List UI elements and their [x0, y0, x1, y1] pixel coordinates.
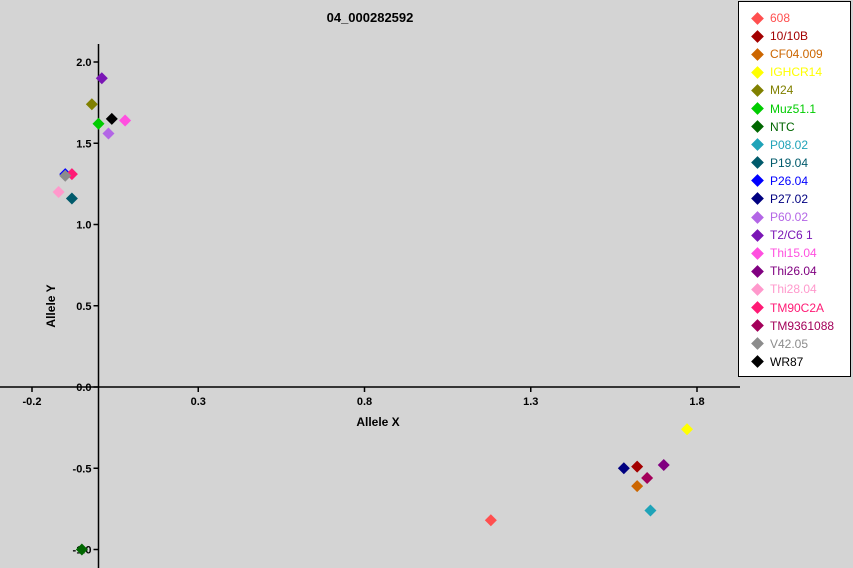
diamond-marker-icon — [751, 192, 764, 206]
legend-item: IGHCR14 — [739, 63, 850, 81]
data-point — [631, 480, 644, 493]
diamond-marker-icon — [751, 102, 764, 115]
data-point — [631, 460, 644, 473]
data-point — [681, 423, 694, 436]
legend-item: T2/C6 1 — [739, 226, 850, 244]
legend-label: P60.02 — [770, 210, 809, 225]
data-point — [484, 514, 497, 527]
legend-item: 608 — [739, 9, 850, 27]
legend-item: WR87 — [739, 353, 850, 371]
data-point — [119, 114, 132, 127]
legend-label: 608 — [770, 11, 791, 26]
data-point — [644, 504, 657, 517]
diamond-marker-icon — [751, 264, 764, 278]
diamond-marker-icon — [751, 138, 764, 152]
diamond-marker-icon — [751, 11, 764, 25]
x-tick-label: 1.8 — [689, 396, 704, 408]
data-point — [617, 462, 630, 475]
legend-label: 10/10B — [770, 29, 809, 44]
legend-item: TM9361088 — [739, 317, 850, 335]
data-point — [59, 169, 72, 182]
diamond-marker-icon — [751, 283, 764, 296]
chart-title: 04_000282592 — [327, 10, 414, 25]
diamond-marker-icon — [751, 301, 764, 314]
legend-item: P26.04 — [739, 172, 850, 190]
y-tick-label: 2.0 — [76, 57, 91, 69]
diamond-marker-icon — [751, 29, 764, 43]
legend-label: Thi15.04 — [770, 246, 817, 261]
legend-item: Thi28.04 — [739, 280, 850, 298]
legend-item: Thi15.04 — [739, 244, 850, 262]
legend-label: T2/C6 1 — [770, 228, 813, 243]
legend-label: IGHCR14 — [770, 65, 823, 80]
legend-label: M24 — [770, 83, 794, 98]
data-point — [52, 186, 65, 198]
y-tick-label: 1.0 — [76, 220, 91, 232]
legend-item: P27.02 — [739, 190, 850, 208]
legend-item: Muz51.1 — [739, 99, 850, 117]
legend-item: CF04.009 — [739, 45, 850, 63]
data-point — [657, 459, 670, 471]
legend-item: P60.02 — [739, 208, 850, 226]
diamond-marker-icon — [751, 65, 764, 79]
diamond-marker-icon — [751, 47, 764, 61]
legend: 608 10/10B CF04.009 IGHCR14 M24 Muz51.1 NTC P08… — [738, 1, 851, 377]
legend-label: P27.02 — [770, 191, 809, 206]
data-point — [65, 192, 78, 205]
legend-label: Thi28.04 — [770, 282, 817, 297]
legend-label: WR87 — [770, 354, 804, 369]
legend-label: NTC — [770, 119, 795, 134]
diamond-marker-icon — [751, 355, 764, 369]
x-axis-title: Allele X — [356, 415, 399, 429]
legend-label: Thi26.04 — [770, 264, 817, 279]
axes: -0.20.30.81.31.82.01.51.00.50.0-0.5-1.0 — [0, 44, 740, 568]
legend-label: Muz51.1 — [770, 101, 817, 116]
x-tick-label: 0.3 — [191, 396, 206, 408]
y-tick-label: 1.5 — [76, 138, 91, 150]
y-tick-label: 0.0 — [76, 382, 91, 394]
legend-item: Thi26.04 — [739, 262, 850, 280]
diamond-marker-icon — [751, 246, 764, 260]
legend-item: V42.05 — [739, 335, 850, 353]
data-point — [105, 112, 118, 125]
legend-item: 10/10B — [739, 27, 850, 45]
diamond-marker-icon — [751, 174, 764, 188]
diamond-marker-icon — [751, 319, 764, 333]
legend-label: P08.02 — [770, 137, 809, 152]
y-tick-label: -0.5 — [73, 463, 92, 475]
diamond-marker-icon — [751, 228, 764, 242]
diamond-marker-icon — [751, 120, 764, 133]
legend-item: NTC — [739, 118, 850, 136]
legend-item: P08.02 — [739, 136, 850, 154]
diamond-marker-icon — [751, 210, 764, 224]
diamond-marker-icon — [751, 337, 764, 351]
data-point — [95, 72, 108, 85]
legend-label: P19.04 — [770, 155, 809, 170]
x-tick-label: -0.2 — [23, 396, 42, 408]
data-point — [92, 117, 105, 130]
legend-item: P19.04 — [739, 154, 850, 172]
x-tick-label: 0.8 — [357, 396, 372, 408]
data-point — [75, 543, 88, 556]
y-tick-label: 0.5 — [76, 301, 91, 313]
legend-label: TM9361088 — [770, 318, 835, 333]
legend-label: TM90C2A — [770, 300, 825, 315]
legend-label: CF04.009 — [770, 47, 823, 62]
legend-label: P26.04 — [770, 173, 809, 188]
diamond-marker-icon — [751, 84, 764, 97]
x-tick-label: 1.3 — [523, 396, 538, 408]
legend-item: TM90C2A — [739, 299, 850, 317]
data-point — [85, 98, 98, 111]
data-points — [52, 72, 694, 556]
data-point — [102, 127, 115, 140]
data-point — [641, 472, 654, 484]
legend-item: M24 — [739, 81, 850, 99]
diamond-marker-icon — [751, 156, 764, 170]
y-axis-title: Allele Y — [44, 284, 58, 327]
legend-label: V42.05 — [770, 336, 809, 351]
